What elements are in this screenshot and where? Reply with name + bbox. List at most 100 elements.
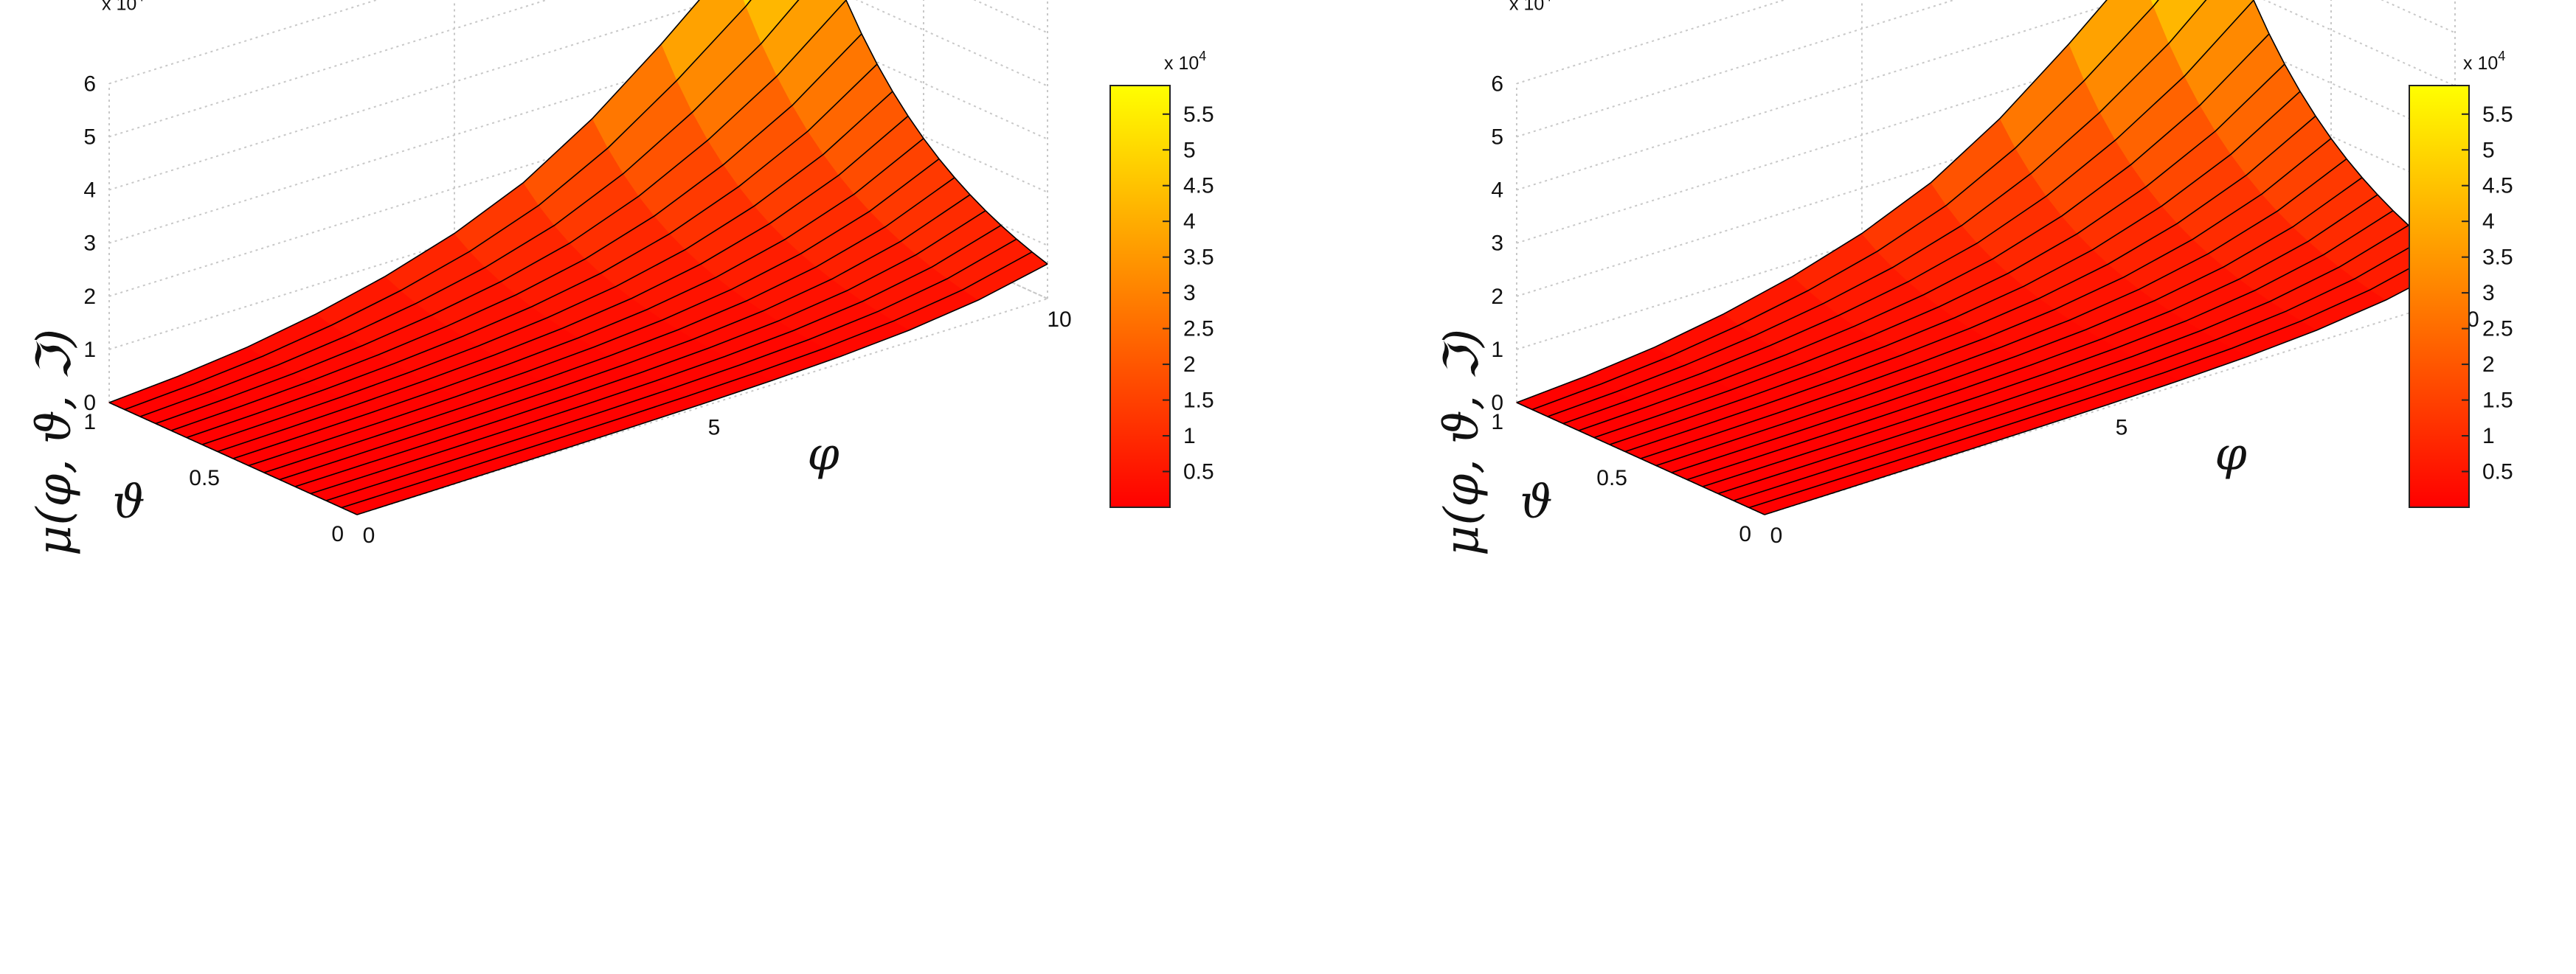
surface-mesh-line (310, 224, 1002, 495)
z-exponent-label: x 104 (102, 0, 144, 14)
y-tick-labels: 00.51 (83, 410, 344, 546)
surface-mesh-line (186, 63, 878, 439)
surface-mesh-line (1562, 0, 2254, 425)
surface-mesh (1515, 0, 2456, 515)
colorbar-tick-label: 2.5 (1183, 317, 1214, 341)
y-tick-label: 0.5 (189, 466, 220, 490)
colorbar: 0.5 1 1.5 2 2.5 3 3.5 4 4.5 5 5.5 x 104 (2409, 49, 2513, 508)
colorbar-tick-label: 5 (2482, 138, 2495, 162)
surface-mesh-line (1733, 238, 2425, 501)
colorbar-tick-label: 5 (1183, 138, 1196, 162)
colorbar-tick-label: 3.5 (2482, 246, 2513, 270)
z-axis-label: μ(φ, ϑ, ℑ) (1435, 329, 1489, 556)
colorbar-exponent-label: x 104 (2463, 49, 2505, 74)
surface-mesh-line (124, 0, 752, 411)
surface-mesh-line (1671, 177, 2363, 473)
grid-line-z (108, 79, 1048, 297)
grid-line-z (1516, 79, 2456, 297)
z-tick-label: 4 (83, 178, 96, 203)
z-tick-label: 6 (1491, 72, 1503, 96)
surface-edge (845, 0, 1048, 265)
grid-line-z (1516, 0, 1787, 85)
surface-mesh-line (279, 194, 971, 481)
y-axis-label: ϑ (1520, 475, 1552, 529)
colorbar-tick-label: 3 (2482, 281, 2495, 305)
z-tick-label: 5 (83, 125, 96, 150)
colorbar-tick-label: 2.5 (2482, 317, 2513, 341)
z-tick-label: 1 (83, 338, 96, 362)
grid-line-floor (356, 298, 1048, 515)
surface-mesh-line (1609, 91, 2301, 445)
surface-edge (1516, 402, 1765, 515)
x-tick-label: 5 (2116, 416, 2128, 440)
colorbar-tick-label: 1.5 (2482, 389, 2513, 413)
x-tick-label: 5 (708, 416, 721, 440)
surface-mesh-line (1578, 33, 2270, 431)
surface-mesh-line (155, 0, 847, 425)
surface-patch (2153, 0, 2207, 44)
grid-line-z (108, 26, 1048, 244)
grid-line-z (108, 0, 379, 85)
y-axis-label: ϑ (112, 475, 145, 529)
surface-mesh-line (341, 251, 1033, 509)
surface-mesh (108, 0, 1048, 515)
x-tick-labels: 0 5 10 (363, 307, 1072, 548)
z-tick-label: 2 (1491, 285, 1503, 309)
surface-mesh-line (1764, 263, 2456, 515)
surface-mesh-line (170, 33, 862, 431)
surface-mesh-line (1531, 0, 2159, 411)
z-tick-label: 0 (1491, 391, 1503, 415)
grid-line-z (108, 0, 1048, 191)
grid-line-z (1516, 26, 2456, 244)
colorbar-tick-label: 1.5 (1183, 389, 1214, 413)
x-tick-label: 0 (363, 523, 375, 548)
y-tick-label: 0.5 (1596, 466, 1627, 490)
surface-mesh-line (1547, 0, 2207, 417)
surface-mesh-line (1516, 0, 2108, 403)
z-tick-labels: 0 1 2 3 4 5 6 (83, 72, 96, 415)
colorbar-tick-label: 4.5 (2482, 174, 2513, 198)
y-tick-label: 1 (83, 410, 96, 434)
z-tick-label: 3 (83, 232, 96, 256)
surface-mesh-line (1624, 115, 2316, 453)
x-axis-label: φ (807, 426, 839, 480)
surface-patch (745, 0, 800, 44)
colorbar-tick-label: 4 (1183, 209, 1196, 234)
x-tick-label: 0 (1770, 523, 1783, 548)
surface-mesh-line (1655, 158, 2347, 467)
z-tick-labels: 0 1 2 3 4 5 6 (1491, 72, 1503, 415)
colorbar-tick-label: 1 (2482, 424, 2495, 448)
colorbar-tick-label: 2 (1183, 352, 1196, 377)
z-axis-label: μ(φ, ϑ, ℑ) (27, 329, 82, 556)
x-tick-label: 10 (1047, 307, 1071, 332)
grid-line-z (1516, 0, 2456, 191)
z-tick-label: 6 (83, 72, 96, 96)
x-axis-label: φ (2215, 426, 2247, 480)
colorbar-tick-label: 3.5 (1183, 246, 1214, 270)
surface-mesh-line (139, 0, 800, 417)
surface-mesh-line (108, 0, 700, 403)
surface-mesh-line (1640, 138, 2332, 459)
grid-line-floor (1764, 298, 2456, 515)
z-tick-label: 4 (1491, 178, 1503, 203)
colorbar: 0.5 1 1.5 2 2.5 3 3.5 4 4.5 5 5.5 x 104 (1109, 49, 1214, 508)
colorbar-tick-label: 5.5 (1183, 102, 1214, 127)
colorbar-tick-label: 3 (1183, 281, 1196, 305)
z-tick-label: 1 (1491, 338, 1503, 362)
z-exponent-label: x 104 (1509, 0, 1551, 14)
colorbar-tick-label: 2 (2482, 352, 2495, 377)
surface-mesh-line (217, 115, 909, 453)
colorbar-tick-label: 4.5 (1183, 174, 1214, 198)
colorbar-exponent-label: x 104 (1164, 49, 1206, 74)
surface-mesh-line (1686, 194, 2378, 481)
z-tick-label: 0 (83, 391, 96, 415)
colorbar-tick-label: 5.5 (2482, 102, 2513, 127)
y-tick-label: 0 (331, 522, 344, 546)
colorbar-tick-label: 0.5 (1183, 460, 1214, 484)
colorbar-tick-label: 1 (1183, 424, 1196, 448)
colorbar-tick-label: 0.5 (2482, 460, 2513, 484)
